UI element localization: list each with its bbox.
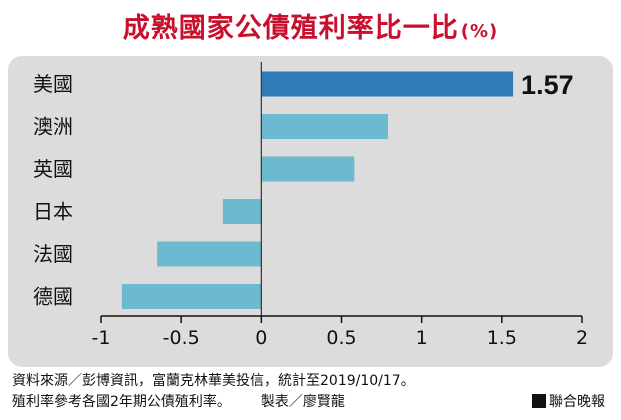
x-tick-label-2: 0 bbox=[255, 327, 267, 349]
footer: 資料來源／彭博資訊，富蘭克林華美投信，統計至2019/10/17。 殖利率參考各… bbox=[0, 371, 621, 420]
title-unit: (%) bbox=[460, 21, 499, 42]
bar-4 bbox=[157, 241, 262, 267]
category-label-4: 法國 bbox=[33, 242, 73, 266]
chart-panel bbox=[8, 56, 613, 367]
chart-title: 成熟國家公債殖利率比一比 (%) bbox=[0, 6, 621, 45]
category-label-2: 英國 bbox=[33, 157, 73, 181]
x-tick-label-0: -1 bbox=[92, 327, 111, 349]
method-note-line: 殖利率參考各國2年期公債殖利率。 製表／廖賢龍 bbox=[12, 392, 345, 413]
x-tick-label-5: 1.5 bbox=[487, 327, 517, 349]
data-label-0: 1.57 bbox=[521, 70, 574, 100]
bar-5 bbox=[121, 284, 262, 309]
maker-credit: 製表／廖賢龍 bbox=[260, 394, 345, 410]
brand-square-icon bbox=[532, 394, 546, 408]
bar-3 bbox=[222, 199, 262, 224]
source-note: 資料來源／彭博資訊，富蘭克林華美投信，統計至2019/10/17。 bbox=[12, 373, 415, 389]
category-label-1: 澳洲 bbox=[33, 115, 73, 139]
category-label-3: 日本 bbox=[33, 200, 73, 224]
category-label-0: 美國 bbox=[33, 72, 73, 96]
x-tick-label-1: -0.5 bbox=[163, 327, 200, 349]
x-tick-label-4: 1 bbox=[416, 327, 428, 349]
title-text: 成熟國家公債殖利率比一比 bbox=[122, 13, 459, 44]
category-label-5: 德國 bbox=[33, 285, 73, 309]
brand-credit: 聯合晚報 bbox=[532, 392, 605, 413]
brand-name: 聯合晚報 bbox=[549, 394, 605, 410]
bar-2 bbox=[261, 156, 355, 182]
x-tick-label-3: 0.5 bbox=[326, 327, 356, 349]
bar-0 bbox=[261, 71, 514, 97]
x-tick-label-6: 2 bbox=[576, 327, 588, 349]
bar-1 bbox=[261, 114, 388, 139]
method-note: 殖利率參考各國2年期公債殖利率。 bbox=[12, 394, 231, 410]
